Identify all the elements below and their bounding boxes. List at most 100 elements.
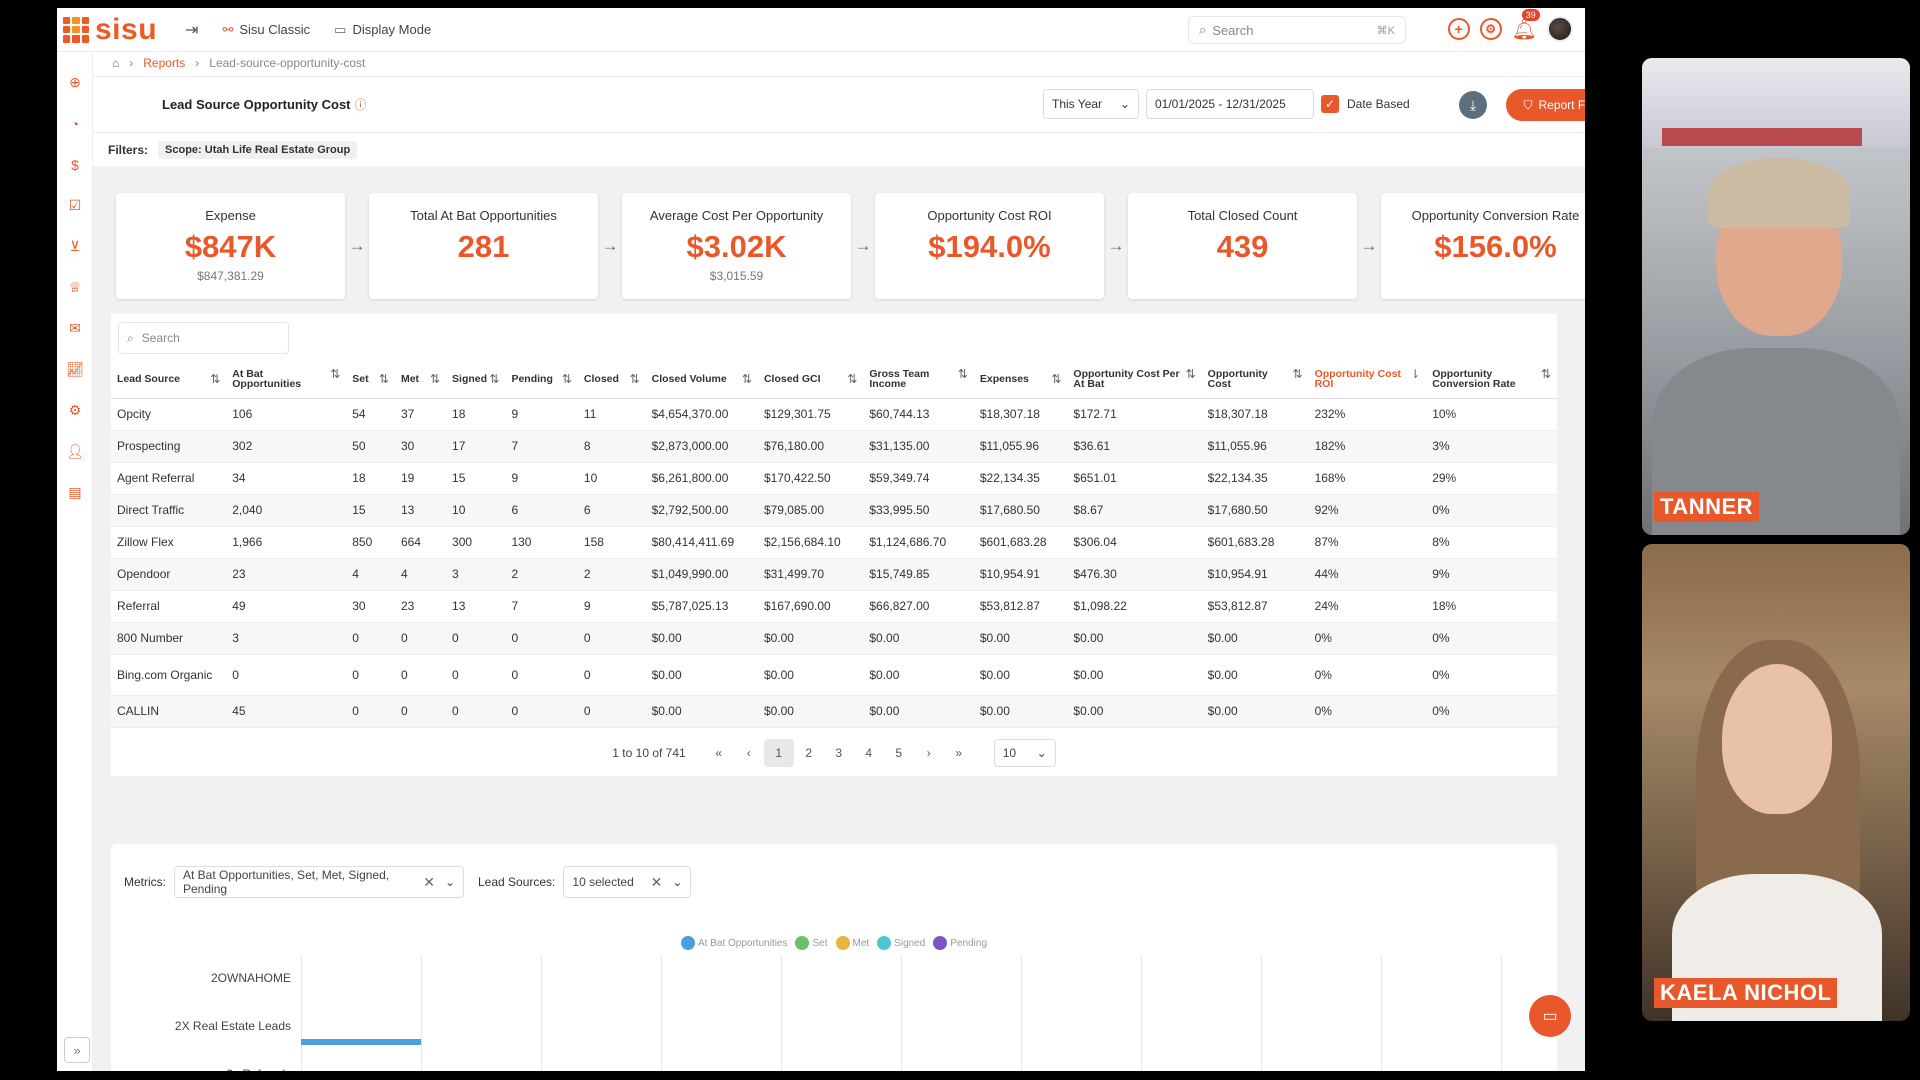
sisu-classic-link[interactable]: ⚯ Sisu Classic [222, 22, 310, 38]
table-row[interactable]: Referral 49 30 23 13 7 9 $5,787,025.13 $167,690.… [111, 590, 1557, 623]
sort-icon[interactable]: ⇅ [741, 371, 752, 386]
sort-icon[interactable]: ⇂ [1410, 366, 1421, 381]
period-select[interactable]: This Year ⌄ [1043, 89, 1139, 119]
column-header[interactable]: ⇅ Opportunity Cost Per At Bat [1067, 360, 1202, 399]
sidebar-inbox-icon[interactable]: ✉ [69, 320, 81, 336]
page-button-1[interactable]: 1 [763, 739, 794, 767]
column-header[interactable]: ⇅ Expenses [973, 360, 1068, 399]
last-page-icon[interactable]: » [955, 746, 963, 760]
sort-icon[interactable]: ⇅ [957, 366, 968, 381]
clear-icon[interactable]: ✕ [650, 873, 663, 890]
sort-icon[interactable]: ⇅ [330, 366, 341, 381]
table-row[interactable]: Zillow Flex 1,966 850 664 300 130 158 $80,414,4… [111, 526, 1557, 559]
sort-icon[interactable]: ⇅ [1540, 366, 1551, 381]
notifications-bell-icon[interactable]: 🔔︎ 39 [1512, 8, 1540, 42]
table-row[interactable]: Prospecting 302 50 30 17 7 8 $2,873,000.00 $76,1… [111, 430, 1557, 463]
global-search-input[interactable]: ⌕ Search ⌘K [1188, 16, 1406, 44]
sidebar-reports-icon[interactable]: 📈︎ [66, 361, 84, 377]
page-button-2[interactable]: 2 [805, 746, 813, 760]
home-icon[interactable]: ⌂ [112, 56, 120, 70]
legend-item[interactable]: Pending [933, 936, 987, 950]
table-row[interactable]: Opcity 106 54 37 18 9 11 $4,654,370.00 $129,301.… [111, 398, 1557, 431]
legend-label: Signed [894, 937, 926, 949]
table-row[interactable]: CALLIN 45 0 0 0 0 0 $0.00 $0.00 $0.00 $0.00 $0.00 $0… [111, 695, 1557, 728]
column-header[interactable]: ⇅ Closed GCI [757, 360, 864, 399]
column-header[interactable]: ⇅ Opportunity Cost [1201, 360, 1309, 399]
first-page-icon[interactable]: « [715, 746, 723, 760]
date-based-toggle[interactable]: ✓ Date Based [1321, 89, 1410, 119]
column-header[interactable]: ⇅ At Bat Opportunities [226, 360, 347, 399]
sidebar-dashboard-icon[interactable]: ◔ [70, 115, 80, 132]
chart-bar[interactable] [301, 1039, 421, 1045]
gear-icon[interactable]: ⚙ [1479, 18, 1502, 40]
sidebar-settings-icon[interactable]: ⚙ [68, 402, 82, 418]
logout-icon[interactable]: ⇥ [185, 21, 199, 39]
table-search-input[interactable]: ⌕ Search [118, 322, 289, 354]
sort-icon[interactable]: ⇅ [629, 371, 640, 386]
report-filter-button[interactable]: ⛉ Report Filter [1506, 89, 1585, 121]
sort-icon[interactable]: ⇅ [489, 371, 500, 386]
flag-background [1642, 58, 1910, 148]
column-header[interactable]: ⇂ Opportunity Cost ROI [1308, 360, 1427, 399]
page-button-4[interactable]: 4 [865, 746, 873, 760]
sidebar-add-icon[interactable]: ⊕ [69, 74, 81, 90]
column-header[interactable]: ⇅ Pending [505, 360, 578, 399]
sort-icon[interactable]: ⇅ [378, 371, 389, 386]
legend-item[interactable]: Met [835, 936, 869, 950]
sidebar-expand-button[interactable]: » [64, 1037, 90, 1063]
sidebar-cart-icon[interactable]: ⊻ [69, 238, 81, 254]
sort-icon[interactable]: ⇅ [1051, 371, 1062, 386]
sort-icon[interactable]: ⇅ [561, 371, 572, 386]
sidebar-user-icon[interactable]: 👤︎ [66, 443, 84, 459]
prev-page-icon[interactable]: ‹ [746, 746, 751, 760]
sort-icon[interactable]: ⇅ [847, 371, 858, 386]
date-range-input[interactable]: 01/01/2025 - 12/31/2025 [1146, 89, 1314, 119]
chat-button[interactable]: ▭ [1529, 995, 1571, 1037]
sort-icon[interactable]: ⇅ [1185, 366, 1196, 381]
table-row[interactable]: Direct Traffic 2,040 15 13 10 6 6 $2,792,500.00… [111, 494, 1557, 527]
scope-filter-chip[interactable]: Scope: Utah Life Real Estate Group [158, 140, 358, 159]
table-cell: $601,683.28 [973, 526, 1068, 559]
column-header[interactable]: ⇅ Closed Volume [645, 360, 758, 399]
notification-badge: 39 [1521, 8, 1540, 21]
column-header[interactable]: ⇅ Signed [446, 360, 506, 399]
sidebar-document-icon[interactable]: ▤ [68, 484, 82, 500]
user-avatar[interactable] [1547, 16, 1573, 42]
page-button-5[interactable]: 5 [895, 746, 903, 760]
column-header[interactable]: ⇅ Closed [577, 360, 646, 399]
sort-icon[interactable]: ⇅ [1292, 366, 1303, 381]
download-button[interactable]: ⤓ [1459, 91, 1487, 119]
column-header[interactable]: ⇅ Opportunity Conversion Rate [1426, 360, 1557, 399]
table-row[interactable]: 800 Number 3 0 0 0 0 0 $0.00 $0.00 $0.00 $0.00 $0.0… [111, 622, 1557, 655]
display-mode-link[interactable]: ▭ Display Mode [334, 22, 431, 38]
column-header[interactable]: ⇅ Set [346, 360, 395, 399]
column-header[interactable]: ⇅ Lead Source [111, 360, 227, 399]
sisu-logo[interactable]: sisu [63, 13, 157, 47]
add-icon[interactable]: + [1447, 18, 1470, 40]
sidebar-trophy-icon[interactable]: ♕ [68, 279, 82, 295]
legend-item[interactable]: Set [795, 936, 828, 950]
sort-icon[interactable]: ⇅ [210, 371, 221, 386]
column-header[interactable]: ⇅ Met [394, 360, 447, 399]
table-row[interactable]: Opendoor 23 4 4 3 2 2 $1,049,990.00 $31,499.70 $1… [111, 558, 1557, 591]
sort-icon[interactable]: ⇅ [429, 371, 441, 386]
sidebar-tasks-icon[interactable]: ☑ [68, 197, 82, 213]
page-size-select[interactable]: 10 ⌄ [993, 739, 1056, 767]
clear-icon[interactable]: ✕ [423, 873, 435, 890]
date-based-checkbox[interactable]: ✓ [1321, 95, 1339, 113]
legend-item[interactable]: Signed [877, 936, 925, 950]
page-button-3[interactable]: 3 [835, 746, 843, 760]
sidebar-dollar-icon[interactable]: $ [71, 156, 79, 173]
next-page-icon[interactable]: › [926, 746, 931, 760]
lead-sources-multiselect[interactable]: 10 selected ✕ ⌄ [563, 866, 692, 898]
table-header-row: ⇅ Lead Source ⇅ At Bat Opportunities ⇅ Set ⇅ Me… [111, 360, 1557, 399]
breadcrumb-reports[interactable]: Reports [143, 56, 186, 70]
table-row[interactable]: Agent Referral 34 18 19 15 9 10 $6,261,800.00 $1… [111, 462, 1557, 495]
metrics-multiselect[interactable]: At Bat Opportunities, Set, Met, Signed, … [174, 866, 464, 898]
table-cell: 54 [346, 398, 395, 431]
column-header[interactable]: ⇅ Gross Team Income [863, 360, 974, 399]
legend-item[interactable]: At Bat Opportunities [680, 936, 787, 950]
table-row[interactable]: Bing.com Organic 0 0 0 0 0 0 $0.00 $0.00 $0.00 $0.… [111, 654, 1557, 696]
info-icon[interactable]: ⓘ [354, 98, 367, 112]
table-cell: $129,301.75 [757, 398, 864, 431]
